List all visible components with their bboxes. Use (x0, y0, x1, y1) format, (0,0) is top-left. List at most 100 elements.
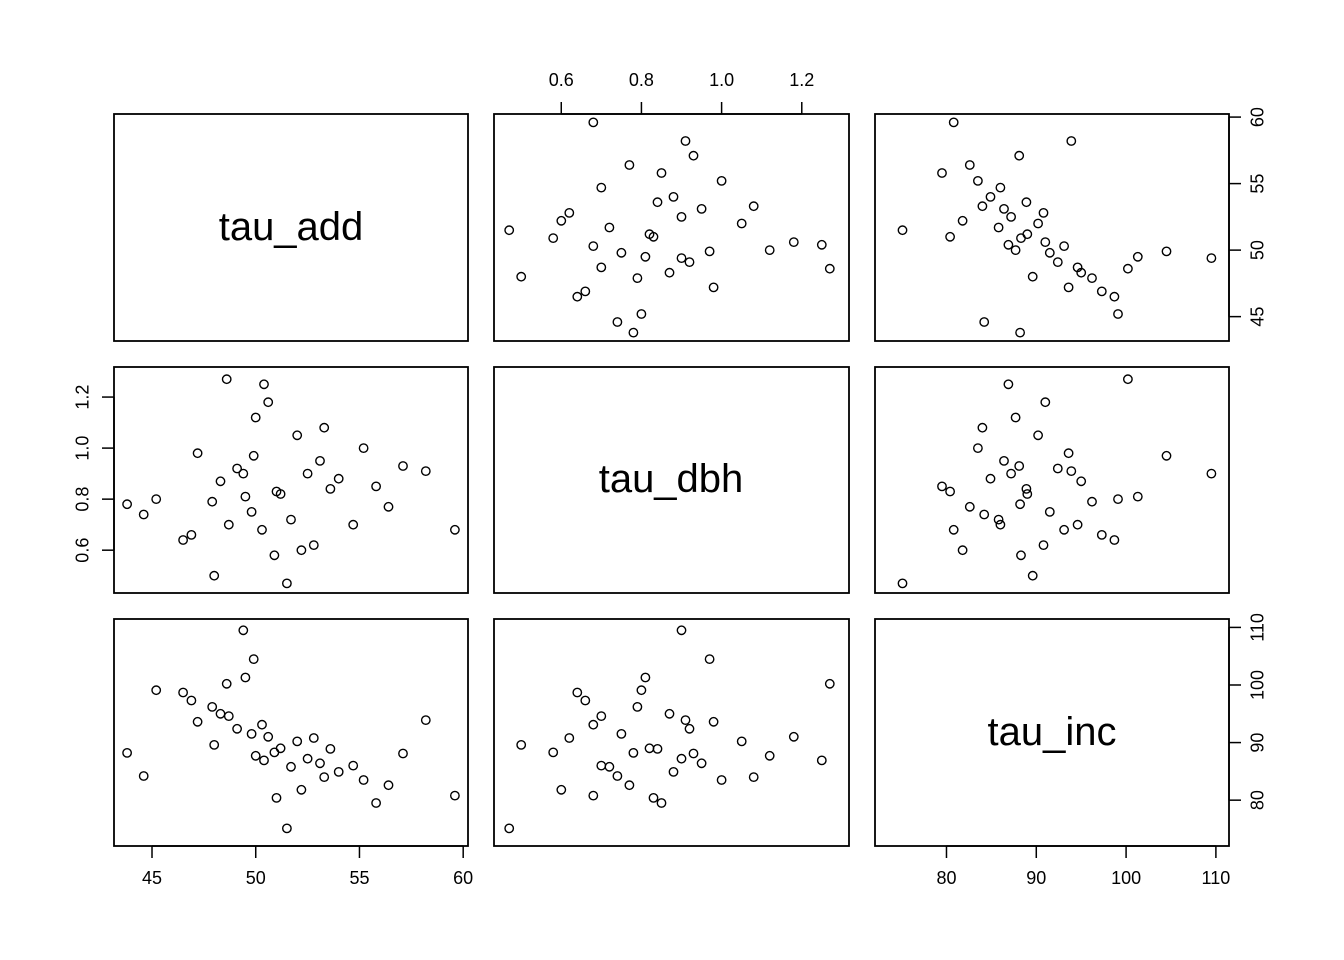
tick-label-tau-inc: 90 (1248, 733, 1268, 753)
point-tau-inc-vs-tau-dbh (824, 678, 835, 689)
point-tau-inc-vs-tau-add (269, 747, 280, 758)
panel-frame-2-2 (493, 366, 850, 594)
point-tau-add-vs-tau-inc (1044, 247, 1055, 258)
point-tau-inc-vs-tau-dbh (648, 793, 659, 803)
point-tau-dbh-vs-tau-add (248, 450, 259, 461)
point-tau-dbh-vs-tau-add (186, 530, 197, 540)
point-tau-add-vs-tau-inc (957, 215, 968, 226)
point-tau-inc-vs-tau-add (358, 775, 369, 785)
point-tau-add-vs-tau-dbh (588, 117, 599, 128)
point-tau-add-vs-tau-dbh (516, 271, 527, 282)
point-tau-inc-vs-tau-add (308, 733, 319, 743)
point-tau-inc-vs-tau-dbh (548, 747, 559, 758)
point-tau-inc-vs-tau-dbh (636, 685, 647, 696)
point-tau-add-vs-tau-inc (993, 222, 1004, 233)
point-tau-inc-vs-tau-dbh (708, 716, 719, 727)
point-tau-inc-vs-tau-add (207, 702, 218, 712)
point-tau-add-vs-tau-inc (1022, 229, 1033, 240)
point-tau-inc-vs-tau-add (315, 758, 325, 769)
point-tau-dbh-vs-tau-add (325, 483, 336, 494)
point-tau-dbh-vs-tau-add (271, 486, 282, 497)
point-tau-inc-vs-tau-add (221, 678, 232, 689)
tick-label-tau-inc: 90 (1026, 868, 1046, 888)
point-tau-add-vs-tau-inc (1027, 271, 1038, 282)
point-tau-dbh-vs-tau-add (333, 473, 344, 484)
point-tau-dbh-vs-tau-add (259, 379, 269, 390)
point-tau-add-vs-tau-dbh (696, 203, 707, 214)
point-tau-dbh-vs-tau-add (302, 468, 313, 479)
point-tau-dbh-vs-tau-inc (979, 509, 990, 520)
point-tau-dbh-vs-tau-add (238, 468, 249, 479)
point-tau-dbh-vs-tau-inc (1021, 483, 1032, 494)
point-tau-dbh-vs-tau-add (209, 570, 220, 581)
point-tau-dbh-vs-tau-inc (1161, 450, 1172, 461)
point-tau-inc-vs-tau-dbh (612, 771, 623, 781)
point-tau-add-vs-tau-dbh (816, 239, 827, 250)
point-tau-add-vs-tau-dbh (640, 251, 651, 262)
point-tau-dbh-vs-tau-add (286, 514, 296, 525)
tick-label-tau-dbh: 0.6 (73, 538, 93, 563)
point-tau-add-vs-tau-inc (1014, 150, 1025, 161)
point-tau-dbh-vs-tau-add (269, 550, 280, 561)
point-tau-add-vs-tau-dbh (736, 218, 747, 229)
point-tau-add-vs-tau-dbh (708, 282, 719, 293)
point-tau-inc-vs-tau-dbh (616, 729, 627, 739)
tick-label-tau-inc: 80 (1248, 790, 1268, 810)
tick-label-tau-dbh: 0.6 (549, 70, 574, 90)
point-tau-add-vs-tau-dbh (664, 267, 675, 278)
point-tau-add-vs-tau-dbh (688, 150, 699, 161)
point-tau-dbh-vs-tau-inc (1072, 519, 1083, 530)
axes-layer: 45 50 55 60 0.6 0.8 1.0 1.2 80 90 100 110 45 50 55 60 0.… (73, 70, 1268, 888)
point-tau-add-vs-tau-inc (985, 191, 996, 202)
point-tau-add-vs-tau-dbh (676, 253, 687, 264)
point-tau-dbh-vs-tau-inc (945, 486, 955, 497)
point-tau-inc-vs-tau-add (178, 687, 189, 698)
tick-label-tau-add: 45 (1248, 307, 1268, 327)
point-tau-add-vs-tau-inc (1033, 218, 1044, 229)
point-tau-inc-vs-tau-add (383, 780, 394, 791)
point-tau-add-vs-tau-dbh (748, 201, 759, 212)
point-tau-dbh-vs-tau-add (178, 535, 189, 545)
point-tau-inc-vs-tau-add (246, 729, 257, 739)
point-tau-add-vs-tau-inc (1021, 197, 1032, 208)
point-tau-inc-vs-tau-dbh (604, 761, 615, 772)
point-tau-dbh-vs-tau-add (207, 496, 218, 507)
point-tau-dbh-vs-tau-add (215, 476, 226, 487)
point-tau-inc-vs-tau-dbh (716, 775, 727, 785)
point-tau-dbh-vs-tau-inc (1109, 535, 1120, 545)
tick-label-tau-add: 60 (453, 868, 473, 888)
point-tau-inc-vs-tau-add (271, 793, 282, 803)
point-tau-add-vs-tau-inc (937, 168, 947, 178)
point-tau-dbh-vs-tau-inc (1027, 570, 1038, 581)
point-tau-inc-vs-tau-add (151, 685, 162, 696)
point-tau-dbh-vs-tau-add (240, 491, 251, 502)
tick-label-tau-add: 55 (349, 868, 369, 888)
diag-label-tau-add: tau_add (219, 205, 364, 249)
point-tau-inc-vs-tau-dbh (564, 733, 575, 743)
point-tau-add-vs-tau-inc (973, 175, 983, 186)
point-tau-add-vs-tau-inc (1087, 273, 1097, 283)
point-tau-inc-vs-tau-dbh (516, 740, 527, 750)
point-tau-dbh-vs-tau-inc (1206, 468, 1217, 479)
point-tau-add-vs-tau-dbh (704, 246, 715, 257)
point-tau-inc-vs-tau-add (286, 761, 296, 772)
point-tau-dbh-vs-tau-add (223, 519, 234, 530)
point-tau-dbh-vs-tau-inc (1132, 491, 1143, 502)
point-tau-dbh-vs-tau-inc (1087, 496, 1097, 507)
point-tau-inc-vs-tau-add (250, 750, 261, 761)
point-tau-dbh-vs-tau-inc (1033, 430, 1044, 441)
point-tau-dbh-vs-tau-inc (897, 578, 908, 589)
point-tau-dbh-vs-tau-inc (1123, 374, 1133, 385)
point-tau-add-vs-tau-dbh (580, 286, 591, 297)
point-tau-dbh-vs-tau-add (308, 540, 319, 550)
point-tau-inc-vs-tau-add (232, 723, 243, 734)
tick-label-tau-inc: 110 (1202, 868, 1231, 888)
point-tau-inc-vs-tau-add (319, 772, 330, 782)
point-tau-inc-vs-tau-add (238, 625, 249, 636)
point-tau-add-vs-tau-inc (1006, 211, 1016, 222)
point-tau-dbh-vs-tau-inc (1063, 448, 1074, 459)
point-tau-inc-vs-tau-dbh (816, 755, 827, 766)
point-tau-dbh-vs-tau-add (398, 461, 408, 471)
point-tau-add-vs-tau-inc (1076, 267, 1087, 278)
